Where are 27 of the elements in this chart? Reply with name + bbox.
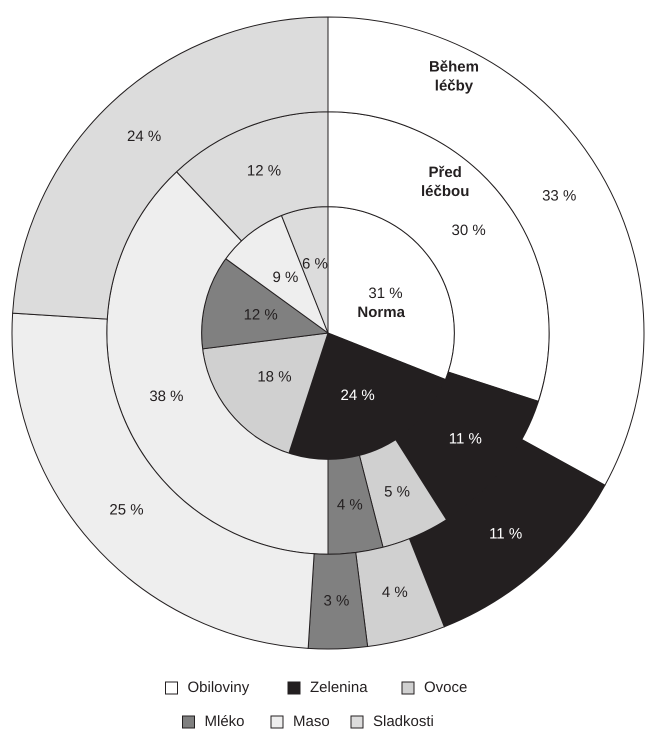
slice-label: Před léčbou xyxy=(421,164,470,200)
legend-label: Sladkosti xyxy=(373,712,434,730)
data-label: 30 % xyxy=(452,222,486,239)
legend-label: Mléko xyxy=(204,712,245,730)
data-label: 9 % xyxy=(272,269,298,286)
data-label: 3 % xyxy=(324,592,350,610)
data-label: 12 % xyxy=(246,162,282,180)
legend-label: Ovoce xyxy=(424,678,468,696)
data-label: 4 % xyxy=(382,584,408,602)
data-label: 18 % xyxy=(257,368,292,386)
data-label: 25 % xyxy=(109,502,144,519)
slice-label: Norma xyxy=(357,304,406,321)
data-label: 6 % xyxy=(302,256,328,273)
data-label: 11 % xyxy=(489,525,522,542)
data-label: 24 % xyxy=(127,128,162,146)
legend-label: Obiloviny xyxy=(188,678,250,696)
data-label: 5 % xyxy=(384,483,410,500)
data-label: 24 % xyxy=(340,386,375,404)
data-label: 33 % xyxy=(542,187,576,204)
data-label: 12 % xyxy=(244,306,278,324)
data-label: 31 % xyxy=(368,284,403,302)
data-label: 11 % xyxy=(448,430,482,448)
data-label: 38 % xyxy=(149,388,184,405)
legend-label: Maso xyxy=(293,712,330,730)
slice-label: Během léčby xyxy=(428,58,479,94)
data-label: 4 % xyxy=(336,496,363,514)
legend-label: Zelenina xyxy=(310,678,368,696)
